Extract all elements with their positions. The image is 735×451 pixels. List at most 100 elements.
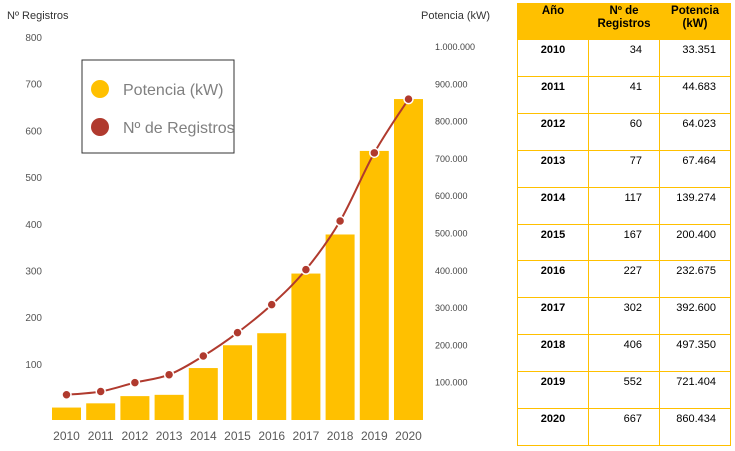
cell-registros: 34 [588, 39, 660, 77]
legend-line-marker [91, 118, 109, 136]
header-registros: Nº de Registros [588, 3, 660, 40]
bar-2013 [154, 394, 184, 420]
right-tick-label: 800.000 [435, 117, 468, 127]
table-row: 2013 77 67.464 [517, 149, 731, 188]
cell-potencia: 200.400 [659, 223, 731, 262]
x-tick-label: 2016 [258, 429, 285, 443]
cell-year: 2013 [517, 149, 589, 188]
x-tick-label: 2015 [224, 429, 251, 443]
registros-line [61, 93, 414, 401]
left-axis-ticks: 100 200 300 400 500 600 700 800 [25, 33, 42, 371]
potencia-bars [52, 99, 423, 421]
bar-2012 [120, 396, 150, 420]
cell-year: 2020 [517, 408, 589, 446]
cell-year: 2015 [517, 223, 589, 262]
line-point-2013 [163, 369, 175, 380]
line-point-2018 [334, 215, 346, 227]
line-point-2020 [403, 93, 414, 105]
left-tick-label: 100 [25, 360, 42, 371]
right-tick-label: 900.000 [435, 79, 468, 89]
x-tick-label: 2020 [395, 429, 422, 443]
combo-chart: Nº Registros Potencia (kW) 100 200 300 400 5… [7, 10, 490, 443]
line-point-2019 [369, 147, 380, 159]
cell-registros: 77 [588, 149, 660, 188]
table-row: 2018 406 497.350 [517, 334, 731, 373]
bar-2016 [257, 333, 287, 420]
right-tick-label: 100.000 [435, 378, 468, 388]
cell-potencia: 67.464 [659, 149, 731, 188]
data-table: Año Nº de Registros Potencia (kW) 2010 34 33… [517, 3, 731, 446]
table-row: 2015 167 200.400 [517, 223, 731, 262]
right-axis-title: Potencia (kW) [421, 10, 490, 22]
cell-year: 2016 [517, 260, 589, 299]
line-point-2017 [300, 264, 312, 275]
right-tick-label: 200.000 [435, 340, 468, 350]
header-potencia: Potencia (kW) [659, 3, 731, 40]
cell-year: 2014 [517, 186, 589, 225]
table-row: 2016 227 232.675 [517, 260, 731, 299]
right-tick-label: 600.000 [435, 191, 468, 201]
line-point-2011 [95, 386, 106, 397]
cell-potencia: 139.274 [659, 186, 731, 225]
bar-2019 [359, 150, 389, 420]
cell-registros: 552 [588, 371, 660, 410]
x-tick-label: 2014 [190, 429, 217, 443]
table-row: 2012 60 64.023 [517, 112, 731, 151]
line-point-2010 [61, 389, 72, 401]
legend-item-potencia: Potencia (kW) [123, 82, 223, 99]
bar-2020 [394, 99, 423, 421]
bar-2017 [291, 273, 321, 420]
cell-potencia: 232.675 [659, 260, 731, 299]
cell-registros: 227 [588, 260, 660, 299]
cell-potencia: 497.350 [659, 334, 731, 373]
cell-potencia: 44.683 [659, 75, 731, 114]
table-row: 2017 302 392.600 [517, 297, 731, 336]
x-tick-label: 2013 [156, 429, 183, 443]
left-tick-label: 800 [25, 33, 42, 44]
x-tick-label: 2017 [293, 429, 320, 443]
cell-year: 2010 [517, 39, 589, 77]
legend-bar-marker [91, 80, 109, 98]
cell-potencia: 721.404 [659, 371, 731, 410]
cell-year: 2012 [517, 112, 589, 151]
table-row: 2011 41 44.683 [517, 75, 731, 114]
right-axis-ticks: 100.000 200.000 300.000 400.000 500.000 600.0… [435, 42, 475, 388]
cell-year: 2017 [517, 297, 589, 336]
header-year: Año [517, 3, 589, 40]
line-point-2016 [266, 299, 277, 310]
x-tick-label: 2018 [327, 429, 354, 443]
cell-potencia: 392.600 [659, 297, 731, 336]
table-row: 2010 34 33.351 [517, 39, 731, 77]
cell-registros: 117 [588, 186, 660, 225]
cell-potencia: 33.351 [659, 39, 731, 77]
x-tick-label: 2010 [53, 429, 80, 443]
table-header-row: Año Nº de Registros Potencia (kW) [517, 3, 731, 40]
x-tick-label: 2019 [361, 429, 388, 443]
legend-box [81, 59, 235, 154]
left-tick-label: 400 [25, 220, 42, 231]
left-tick-label: 500 [25, 173, 42, 184]
bar-2018 [325, 234, 355, 420]
cell-potencia: 860.434 [659, 408, 731, 446]
cell-registros: 41 [588, 75, 660, 114]
bar-2010 [52, 407, 81, 420]
x-tick-label: 2011 [88, 429, 114, 443]
legend: Potencia (kW) Nº de Registros [81, 59, 235, 154]
cell-year: 2019 [517, 371, 589, 410]
line-point-2015 [232, 327, 243, 338]
left-tick-label: 200 [25, 313, 42, 324]
cell-registros: 302 [588, 297, 660, 336]
bar-2011 [86, 403, 116, 420]
cell-potencia: 64.023 [659, 112, 731, 151]
right-tick-label: 700.000 [435, 154, 468, 164]
left-tick-label: 700 [25, 80, 42, 91]
bar-2014 [188, 368, 218, 420]
cell-registros: 167 [588, 223, 660, 262]
bar-2015 [223, 345, 252, 420]
right-tick-label: 400.000 [435, 266, 468, 276]
left-axis-title: Nº Registros [7, 10, 69, 22]
x-tick-label: 2012 [122, 429, 149, 443]
cell-registros: 667 [588, 408, 660, 446]
cell-registros: 60 [588, 112, 660, 151]
legend-item-registros: Nº de Registros [123, 120, 235, 137]
